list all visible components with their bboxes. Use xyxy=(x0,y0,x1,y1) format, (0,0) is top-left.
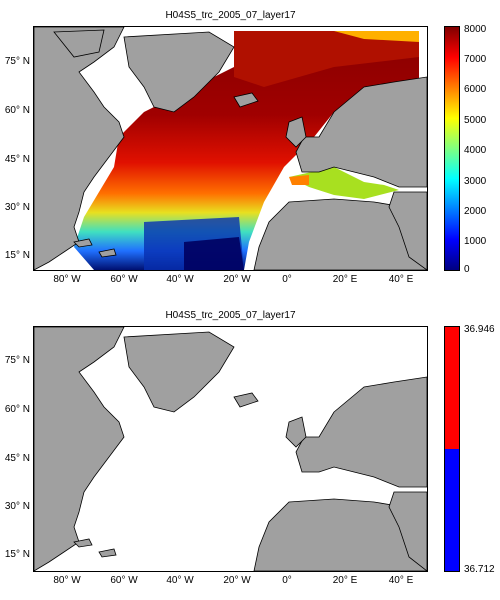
top-panel: H04S5_trc_2005_07_layer17 xyxy=(4,10,487,285)
x-tick-label: 20° W xyxy=(223,274,251,285)
concentration-field xyxy=(74,31,419,270)
bottom-panel: H04S5_trc_2005_07_layer17 75° N 60° N 45… xyxy=(0,300,500,600)
y-tick-label: 15° N xyxy=(4,549,30,560)
x-tick-label: 60° W xyxy=(110,575,138,586)
land xyxy=(34,27,427,270)
y-tick-label: 30° N xyxy=(4,202,30,213)
x-tick-label: 20° W xyxy=(223,575,251,586)
land xyxy=(34,327,427,571)
x-tick-label: 60° W xyxy=(110,274,138,285)
top-map xyxy=(33,26,428,271)
top-title: H04S5_trc_2005_07_layer17 xyxy=(165,10,296,21)
x-tick-label: 40° W xyxy=(166,575,194,586)
x-tick-label: 80° W xyxy=(53,575,81,586)
y-tick-label: 75° N xyxy=(4,355,30,366)
colorbar-tick: 1000 xyxy=(464,236,487,247)
bottom-map xyxy=(33,326,428,572)
colorbar-tick: 0 xyxy=(464,264,470,275)
x-tick-label: 20° E xyxy=(332,575,358,586)
colorbar-tick: 8000 xyxy=(464,24,487,35)
y-tick-label: 75° N xyxy=(4,56,30,67)
y-tick-label: 45° N xyxy=(4,154,30,165)
x-tick-label: 40° E xyxy=(388,575,414,586)
y-tick-label: 30° N xyxy=(4,501,30,512)
x-tick-label: 40° E xyxy=(388,274,414,285)
colorbar-tick: 36.946 xyxy=(464,324,495,335)
colorbar-tick: 2000 xyxy=(464,206,487,217)
x-tick-label: 0° xyxy=(282,575,292,586)
y-tick-label: 15° N xyxy=(4,250,30,261)
top-colorbar xyxy=(444,26,460,271)
colorbar-tick: 7000 xyxy=(464,54,487,65)
colorbar-tick: 3000 xyxy=(464,176,487,187)
bottom-title: H04S5_trc_2005_07_layer17 xyxy=(165,310,296,321)
x-tick-label: 0° xyxy=(282,274,292,285)
x-tick-label: 20° E xyxy=(332,274,358,285)
y-tick-label: 60° N xyxy=(4,105,30,116)
colorbar-tick: 5000 xyxy=(464,115,487,126)
x-tick-label: 80° W xyxy=(53,274,81,285)
colorbar-tick: 6000 xyxy=(464,84,487,95)
x-tick-label: 40° W xyxy=(166,274,194,285)
y-tick-label: 60° N xyxy=(4,404,30,415)
colorbar-tick: 36.712 xyxy=(464,564,495,575)
y-tick-label: 45° N xyxy=(4,453,30,464)
bottom-colorbar xyxy=(444,326,460,572)
colorbar-tick: 4000 xyxy=(464,145,487,156)
